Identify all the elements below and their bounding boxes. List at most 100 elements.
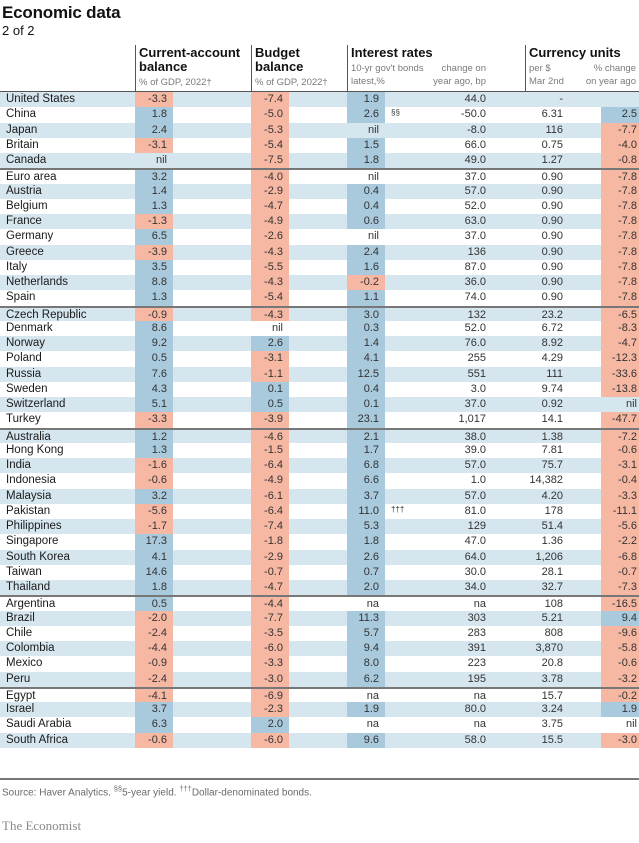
budget-value: 0.1	[251, 381, 289, 397]
table-row: South Korea 4.1 -2.9 2.6 64.0 1,206 -6.8	[0, 549, 639, 565]
footnote-text: Dollar-denominated bonds.	[191, 787, 312, 799]
country-name: South Africa	[6, 733, 69, 746]
interest-rate-value: 1.6	[347, 259, 385, 275]
footnote-text: 5-year yield.	[122, 787, 177, 799]
table-row: Italy 3.5 -5.5 1.6 87.0 0.90 -7.8	[0, 259, 639, 275]
currency-change-value: -4.7	[601, 336, 639, 352]
current-account-value: 17.3	[135, 534, 173, 550]
interest-change-value: 36.0	[464, 276, 486, 288]
budget-value: -4.4	[251, 597, 289, 611]
country-name: Norway	[6, 337, 45, 349]
country-name: India	[6, 459, 31, 471]
interest-rate-value: 0.6	[347, 214, 385, 230]
header-sub-line: latest,%	[351, 76, 385, 87]
country-name: China	[6, 108, 37, 121]
country-name: Egypt	[6, 689, 36, 702]
header-title-line: Current-account	[139, 45, 241, 60]
country-name: Philippines	[6, 520, 62, 532]
country-name: Peru	[6, 672, 31, 685]
interest-change-value: 37.0	[464, 398, 486, 410]
interest-rate-value: 1.1	[347, 290, 385, 306]
currency-per-dollar-value: 1.38	[541, 430, 563, 443]
interest-change-value: 132	[467, 308, 486, 321]
currency-per-dollar-value: 0.90	[541, 291, 563, 304]
header-sub-line: % change	[593, 63, 636, 74]
interest-change-value: 255	[467, 352, 486, 365]
table-row: Australia 1.2 -4.6 2.1 38.0 1.38 -7.2	[0, 427, 639, 443]
current-account-value: -2.4	[135, 625, 173, 641]
currency-change-value: nil	[625, 398, 637, 410]
currency-change-value: -3.2	[601, 671, 639, 687]
table-bottom-rule	[0, 778, 639, 780]
currency-per-dollar-value: 1.27	[541, 154, 563, 166]
table-row: Germany 6.5 -2.6 nil 37.0 0.90 -7.8	[0, 229, 639, 245]
current-account-value: 14.6	[135, 564, 173, 580]
country-name: Austria	[6, 184, 42, 197]
interest-rate-value: 1.5	[347, 137, 385, 153]
interest-rate-value: 11.3	[347, 610, 385, 626]
currency-per-dollar-value: 116	[545, 123, 563, 136]
current-account-value: 8.6	[135, 320, 173, 336]
table-row: Peru -2.4 -3.0 6.2 195 3.78 -3.2	[0, 671, 639, 687]
header-title-line: balance	[139, 59, 188, 74]
current-account-value: 3.7	[135, 702, 173, 718]
table-row: Thailand 1.8 -4.7 2.0 34.0 32.7 -7.3	[0, 580, 639, 596]
interest-rate-value: 9.6	[347, 732, 385, 748]
current-account-value: -5.6	[135, 503, 173, 519]
country-name: Argentina	[6, 598, 56, 611]
currency-change-value: -7.8	[601, 183, 639, 199]
country-name: Pakistan	[6, 504, 51, 517]
budget-value: -6.9	[251, 688, 289, 702]
currency-change-value: -16.5	[601, 597, 639, 611]
interest-change-value: 283	[467, 626, 486, 639]
header-sub-line: per $	[529, 63, 551, 74]
current-account-value: -3.1	[135, 137, 173, 153]
table-row: Singapore 17.3 -1.8 1.8 47.0 1.36 -2.2	[0, 534, 639, 550]
interest-change-value: 223	[467, 657, 486, 670]
header-currency: Currency units	[529, 45, 621, 60]
currency-per-dollar-value: 4.29	[541, 352, 563, 365]
currency-per-dollar-value: 14.1	[541, 413, 563, 426]
budget-value: -4.3	[251, 307, 289, 321]
currency-change-value: -0.2	[601, 688, 639, 702]
budget-value: -4.7	[251, 198, 289, 214]
country-name: Canada	[6, 154, 47, 166]
table-row: Canada nil -7.5 1.8 49.0 1.27 -0.8	[0, 153, 639, 169]
currency-change-value: -7.2	[601, 429, 639, 443]
country-name: United States	[6, 93, 76, 105]
currency-change-value: 9.4	[601, 610, 639, 626]
currency-per-dollar-value: 0.92	[541, 398, 563, 410]
interest-rate-value: 11.0	[347, 503, 385, 519]
budget-value: -4.3	[251, 275, 289, 291]
interest-change-value: 87.0	[464, 260, 486, 273]
interest-rate-value: 2.6	[347, 549, 385, 565]
currency-per-dollar-value: 0.75	[541, 138, 563, 151]
budget-value: -5.0	[251, 107, 289, 123]
header-title-line: balance	[255, 59, 304, 74]
data-table: United States -3.3 -7.4 1.9 44.0 - China 1.8 -5.…	[0, 92, 639, 748]
currency-per-dollar-value: 8.92	[541, 337, 563, 349]
currency-per-dollar-value: 1,206	[535, 550, 563, 563]
interest-change-value: 80.0	[464, 703, 486, 715]
interest-change-value: 76.0	[464, 337, 486, 349]
current-account-value: 4.3	[135, 381, 173, 397]
table-row: Netherlands 8.8 -4.3 -0.2 36.0 0.90 -7.8	[0, 275, 639, 291]
currency-per-dollar-value: 178	[544, 504, 563, 517]
currency-change-value: -2.2	[601, 534, 639, 550]
currency-per-dollar-value: 0.90	[541, 260, 563, 273]
currency-change-value: -0.7	[601, 564, 639, 580]
header-currency-sub1: per $ Mar 2nd	[529, 62, 564, 88]
country-name: Sweden	[6, 382, 48, 395]
interest-rate-value: 2.4	[347, 244, 385, 260]
currency-per-dollar-value: 111	[546, 367, 563, 380]
current-account-value: 2.4	[135, 122, 173, 138]
interest-rate-value: nil	[367, 171, 379, 184]
budget-value: -3.0	[251, 671, 289, 687]
table-row: Turkey -3.3 -3.9 23.1 1,017 14.1 -47.7	[0, 412, 639, 428]
country-name: Britain	[6, 138, 39, 151]
currency-change-value: -0.4	[601, 473, 639, 489]
current-account-value: 9.2	[135, 336, 173, 352]
currency-per-dollar-value: 3.75	[541, 718, 563, 731]
current-account-value: -0.6	[135, 732, 173, 748]
interest-rate-value: 0.4	[347, 198, 385, 214]
